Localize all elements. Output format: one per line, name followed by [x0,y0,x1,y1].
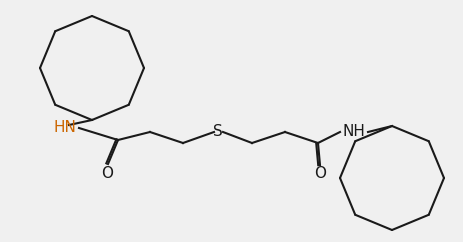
Text: HN: HN [53,121,76,136]
Text: O: O [101,166,113,181]
Text: NH: NH [342,124,365,139]
Text: O: O [313,166,325,182]
Text: S: S [213,123,222,138]
